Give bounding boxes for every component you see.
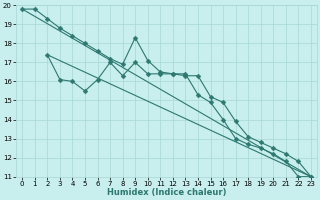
X-axis label: Humidex (Indice chaleur): Humidex (Indice chaleur): [107, 188, 226, 197]
